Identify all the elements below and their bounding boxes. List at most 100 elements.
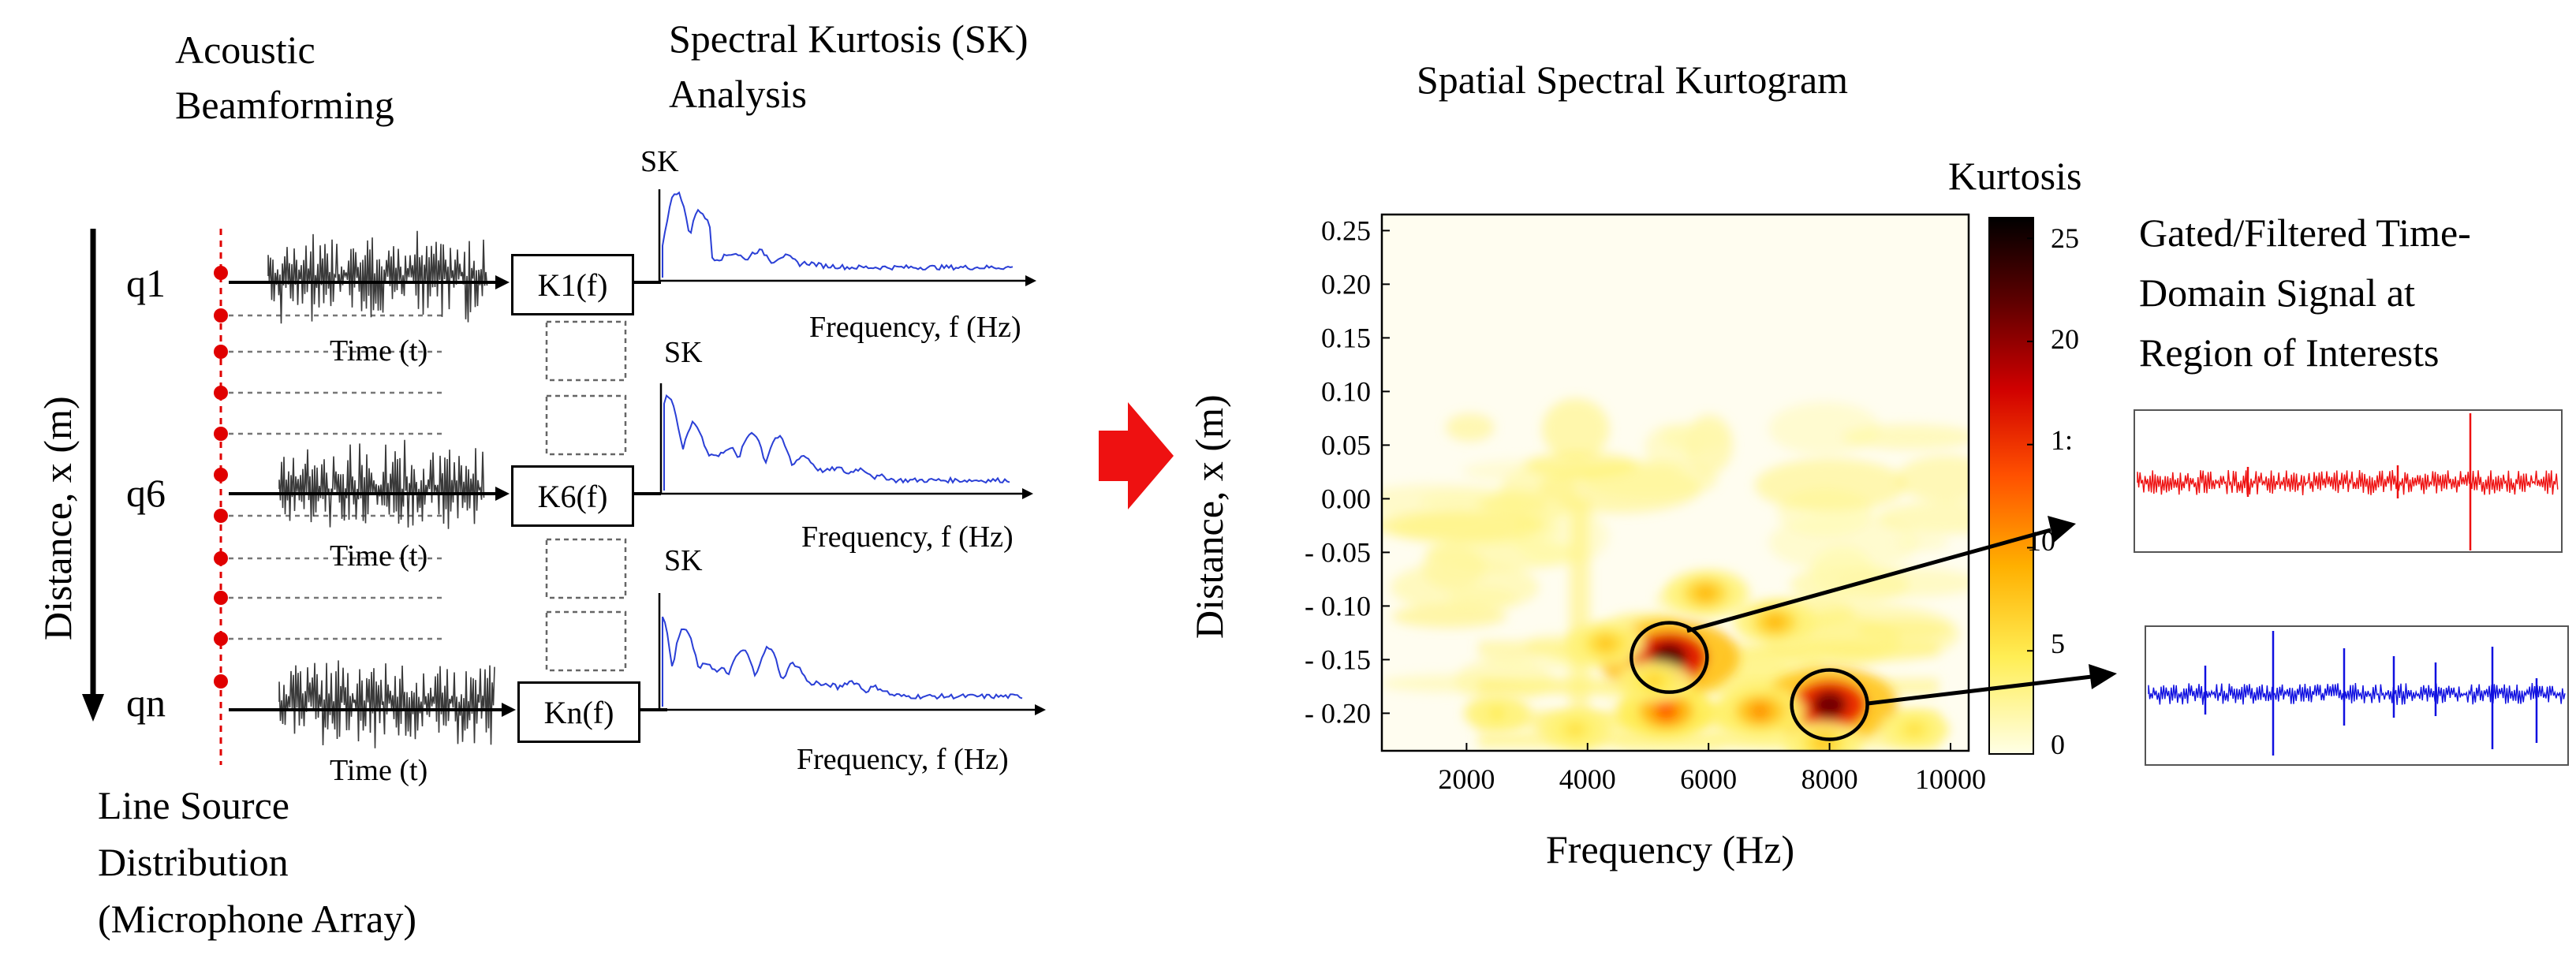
colorbar-tick-0: 0 [2051, 729, 2065, 760]
row-arrow-head [495, 275, 510, 289]
kurtogram-background-cell [1391, 562, 1540, 613]
microphone-dot [214, 632, 228, 646]
row-arrows [229, 275, 667, 717]
colorbar-tick-25: 25 [2051, 222, 2079, 254]
y-tick-label: 0.15 [1321, 322, 1371, 353]
trace-noise [2137, 469, 2559, 496]
sk-label-row3: SK [664, 544, 703, 577]
waveform-trace [267, 230, 488, 324]
arrow-to-red-trace [1686, 528, 2051, 633]
x-tick-label: 4000 [1559, 763, 1616, 795]
time-waveforms [267, 230, 495, 748]
virtual-source-dashed-rows [229, 314, 442, 640]
x-tick-label: 2000 [1438, 763, 1495, 795]
y-tick-label: - 0.15 [1305, 644, 1371, 675]
region-circle [1790, 668, 1869, 741]
kurtogram-frame [1380, 213, 1970, 752]
source-label-q6: q6 [126, 471, 166, 515]
kurtogram-background-cell [1842, 424, 1969, 450]
hotspot-core [1764, 614, 1786, 631]
freq-label-row2: Frequency, f (Hz) [801, 521, 1014, 554]
time-label-row1: Time (t) [330, 334, 428, 368]
hotspot-core [1566, 722, 1585, 737]
kurtogram-x-ticks: 2000 4000 6000 8000 10000 [1438, 743, 1986, 795]
sk-label-row1: SK [640, 145, 679, 178]
x-tick-label: 10000 [1915, 763, 1986, 795]
hotspot-core [1695, 584, 1716, 602]
placeholder-boxes [545, 320, 627, 672]
arrow-head-blue [2089, 664, 2117, 689]
gated-title-line3: Region of Interests [2139, 330, 2440, 375]
colorbar-tick-5: 5 [2051, 628, 2065, 659]
sk-title-line1: Spectral Kurtosis (SK) [669, 17, 1029, 61]
kurtogram-background-cell [1542, 398, 1610, 460]
sk-spectra [658, 189, 1046, 715]
colorbar-tick-15: 1: [2051, 424, 2074, 456]
kurtogram-background-cell [1476, 494, 1547, 513]
beamforming-title-line2: Beamforming [175, 83, 394, 127]
hotspot-core [1813, 690, 1847, 719]
hotspot-core [1653, 700, 1679, 722]
hotspot-core [1749, 701, 1771, 721]
transition-red-arrow [1099, 402, 1174, 509]
hotspot-core [1488, 706, 1506, 720]
kurtogram-background-cell [1382, 510, 1545, 540]
microphone-dot [214, 345, 228, 359]
y-tick-label: 0.10 [1321, 375, 1371, 407]
sk-spectrum-line [662, 191, 1014, 278]
kurtogram-x-label: Frequency (Hz) [1546, 827, 1795, 871]
time-label-row2: Time (t) [330, 539, 428, 573]
x-tick-label: 6000 [1680, 763, 1737, 795]
kurtogram-streak [1569, 498, 1590, 751]
region-circle [1630, 621, 1709, 694]
microphone-dot [214, 674, 228, 688]
x-tick-label: 8000 [1801, 763, 1858, 795]
line-source-label-2: Distribution [98, 840, 289, 884]
hotspot-core [1645, 674, 1663, 689]
kurtogram-background-cell [1877, 501, 1969, 535]
microphone-dots [214, 266, 228, 688]
kurtogram-y-ticks: 0.25 0.20 0.15 0.10 0.05 0.00 - 0.05 - 0.10 - 0.… [1305, 215, 1390, 729]
line-source-label-1: Line Source [98, 783, 289, 827]
sk-x-arrowhead [1035, 704, 1046, 715]
sk-spectrum-line [663, 394, 1010, 491]
trace-noise [2148, 682, 2566, 705]
microphone-dot [214, 509, 228, 523]
region-circles [1630, 621, 1869, 741]
arrow-head-red [2048, 516, 2076, 543]
row-arrow-head [495, 487, 510, 501]
colorbar-title: Kurtosis [1948, 154, 2082, 198]
y-tick-label: - 0.20 [1305, 697, 1371, 729]
kurtogram-background-cell [1755, 458, 1907, 513]
waveform-trace [278, 660, 495, 748]
colorbar-tick-20: 20 [2051, 323, 2079, 355]
source-label-qn: qn [126, 681, 166, 725]
sk-x-arrowhead [1022, 488, 1033, 499]
freq-label-row1: Frequency, f (Hz) [809, 311, 1021, 344]
kurtogram-background-cell [1524, 452, 1638, 478]
waveform-trace [278, 439, 485, 529]
kurtogram-title: Spatial Spectral Kurtogram [1417, 58, 1849, 102]
sk-label-row2: SK [664, 336, 703, 369]
microphone-dot [214, 551, 228, 565]
red-filtered-trace [2137, 413, 2559, 550]
gated-title-line1: Gated/Filtered Time- [2139, 211, 2471, 255]
microphone-dot [214, 308, 228, 323]
sk-title-line2: Analysis [669, 72, 807, 116]
sk-x-arrowhead [1025, 275, 1036, 286]
line-source-label-3: (Microphone Array) [98, 897, 417, 941]
row-arrow-head [502, 703, 516, 717]
kurtogram-background-cell [1662, 422, 1729, 453]
y-tick-label: 0.00 [1321, 483, 1371, 514]
gated-title-line2: Domain Signal at [2139, 271, 2415, 315]
source-label-q1: q1 [126, 261, 166, 305]
y-tick-label: - 0.10 [1305, 590, 1371, 621]
distance-arrow-head [82, 694, 104, 722]
y-tick-label: 0.05 [1321, 429, 1371, 461]
colorbar-ticks [2027, 237, 2033, 755]
kurtosis-box-k6: K6(f) [511, 465, 634, 527]
hotspot-core [1905, 722, 1923, 737]
colorbar [1988, 217, 2034, 755]
